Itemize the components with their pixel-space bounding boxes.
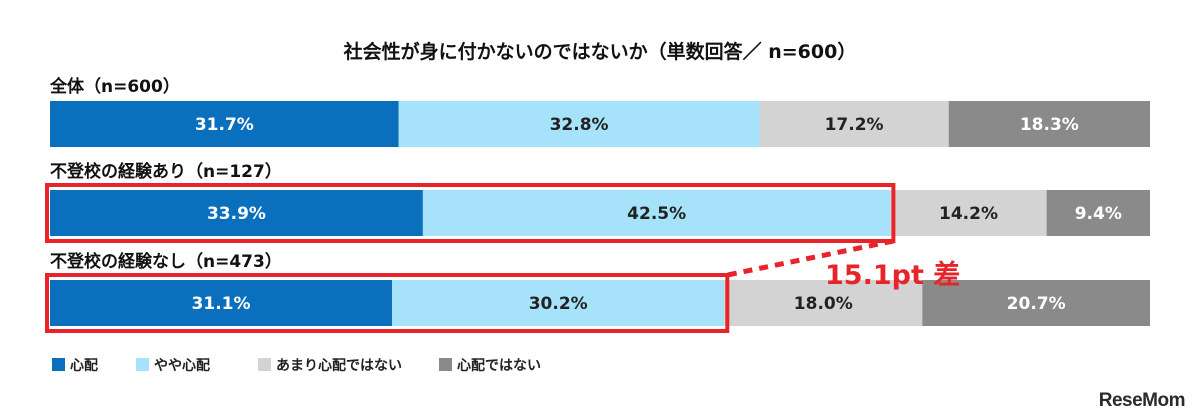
data-label: 31.1%: [192, 294, 251, 314]
bar-segment: [922, 280, 1150, 326]
category-label: 全体（n=600）: [49, 76, 180, 97]
data-label: 42.5%: [627, 204, 686, 224]
bar-segment: [398, 101, 760, 147]
bar-segment: [890, 190, 1047, 236]
bar-segment: [422, 190, 891, 236]
data-label: 17.2%: [825, 115, 884, 135]
data-label: 18.0%: [794, 294, 853, 314]
bar-group: 全体（n=600） 31.7% 32.8% 17.2% 18.3%: [49, 76, 1150, 147]
data-label: 32.8%: [550, 115, 609, 135]
legend-swatch: [52, 358, 65, 371]
legend-swatch: [136, 358, 149, 371]
legend-item: 心配: [52, 358, 98, 374]
legend-item: あまり心配ではない: [258, 358, 402, 374]
legend-item: 心配ではない: [439, 358, 541, 374]
bar-groups: 全体（n=600） 31.7% 32.8% 17.2% 18.3% 不登校の経験あり（n=…: [49, 76, 1150, 326]
resemom-logo: ReseMom: [1098, 390, 1186, 411]
bar-segment: [759, 101, 949, 147]
chart-title: 社会性が身に付かないのではないか（単数回答／ n=600）: [343, 40, 857, 63]
legend-label: 心配: [70, 358, 98, 374]
legend-label: 心配ではない: [457, 358, 541, 374]
bar-segment: [948, 101, 1150, 147]
bar-segment: [50, 190, 423, 236]
legend-swatch: [439, 358, 452, 371]
data-label: 33.9%: [207, 204, 266, 224]
data-label: 9.4%: [1075, 204, 1122, 224]
highlight-box: [45, 183, 896, 243]
legend: 心配 やや心配 あまり心配ではない 心配ではない: [52, 358, 541, 374]
bar-segment: [724, 280, 923, 326]
bar-group: 不登校の経験なし（n=473） 31.1% 30.2% 18.0% 20.7%: [50, 251, 1150, 326]
bar-segment: [1046, 190, 1150, 236]
data-label: 20.7%: [1007, 294, 1066, 314]
bar-segment: [50, 101, 399, 147]
category-label: 不登校の経験あり（n=127）: [50, 161, 282, 182]
dashed-connector: [726, 238, 894, 278]
legend-label: やや心配: [154, 358, 210, 374]
data-label: 31.7%: [195, 115, 254, 135]
data-label: 14.2%: [939, 204, 998, 224]
data-label: 18.3%: [1020, 115, 1079, 135]
highlight-boxes: 15.1pt 差: [45, 183, 960, 333]
highlight-box: [45, 273, 730, 333]
category-label: 不登校の経験なし（n=473）: [50, 251, 282, 272]
difference-annotation: 15.1pt 差: [825, 259, 960, 291]
bar-segment: [392, 280, 725, 326]
data-label: 30.2%: [529, 294, 588, 314]
bar-segment: [50, 280, 393, 326]
legend-swatch: [258, 358, 271, 371]
legend-item: やや心配: [136, 358, 210, 374]
bar-group: 不登校の経験あり（n=127） 33.9% 42.5% 14.2% 9.4%: [50, 161, 1150, 236]
legend-label: あまり心配ではない: [276, 358, 402, 374]
